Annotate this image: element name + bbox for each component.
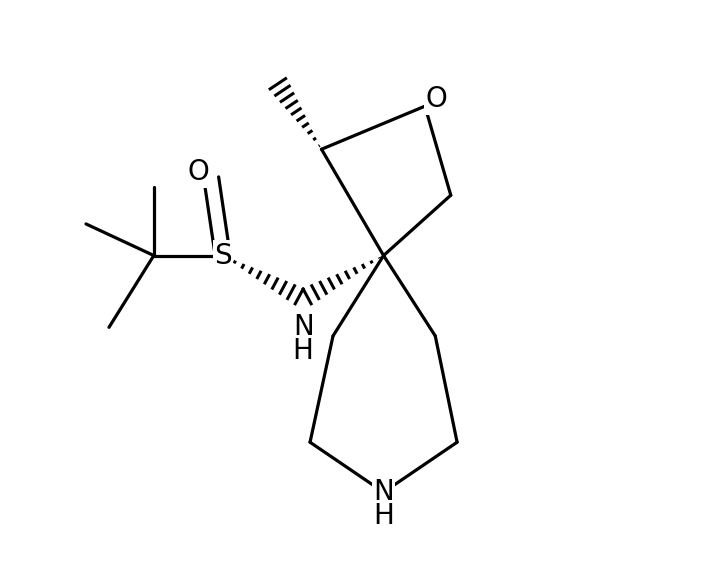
Text: N: N bbox=[293, 313, 313, 342]
Text: H: H bbox=[373, 502, 394, 530]
Text: H: H bbox=[293, 338, 313, 365]
Text: O: O bbox=[188, 158, 209, 186]
Text: N: N bbox=[373, 478, 394, 506]
Text: O: O bbox=[426, 85, 447, 113]
Text: S: S bbox=[214, 241, 231, 270]
